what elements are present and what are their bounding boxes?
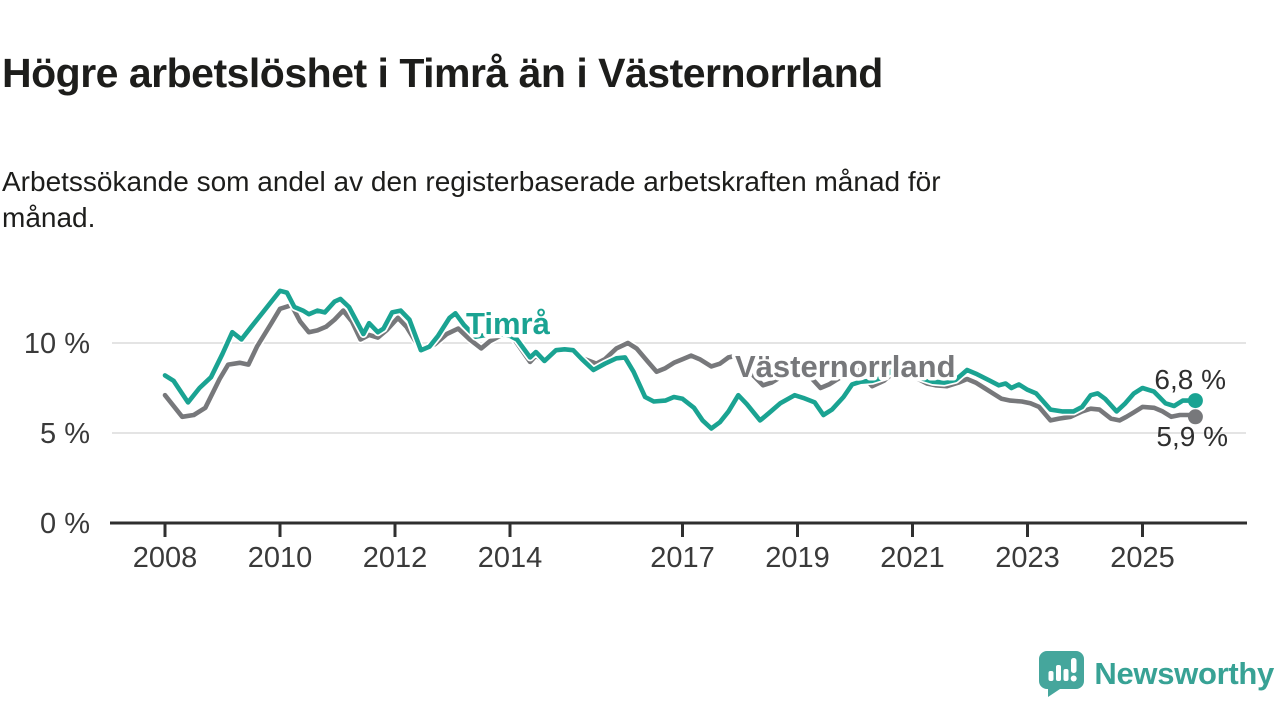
x-tick-label: 2017 [650, 542, 715, 574]
subtitle-line-2: månad. [2, 202, 96, 233]
end-dot-timrå [1187, 393, 1203, 409]
y-tick-label: 10 % [24, 328, 90, 360]
x-tick-label: 2023 [995, 542, 1060, 574]
newsworthy-logo: Newsworthy [1038, 650, 1274, 698]
y-tick-label: 0 % [40, 508, 90, 540]
end-points: 5,9 % 6,8 % [1154, 364, 1228, 452]
series-label-timrå: Timrå [466, 306, 551, 341]
x-axis: 2008 2010 2012 2014 2017 2019 2021 2023 2025 [110, 521, 1247, 574]
x-tick-label: 2014 [478, 542, 543, 574]
newsworthy-wordmark: Newsworthy [1094, 656, 1274, 691]
y-axis-labels: 0 % 5 % 10 % [24, 328, 90, 540]
gridlines [112, 342, 1246, 434]
series-line-västernorrland [162, 302, 1198, 423]
x-tick-label: 2021 [880, 542, 945, 574]
series-line-timrå [162, 288, 1198, 431]
x-tick-label: 2010 [248, 542, 313, 574]
x-tick-label: 2008 [133, 542, 198, 574]
end-dot-västernorrland [1187, 409, 1203, 425]
series-lines [161, 286, 1200, 433]
y-tick-label: 5 % [40, 418, 90, 450]
series-labels: Västernorrland Timrå [463, 303, 960, 388]
series-label-västernorrland: Västernorrland [735, 349, 956, 384]
x-tick-label: 2012 [363, 542, 428, 574]
end-value-label: 6,8 % [1154, 364, 1226, 395]
x-tick-label: 2025 [1110, 542, 1175, 574]
page-title: Högre arbetslöshet i Timrå än i Västerno… [2, 50, 883, 97]
x-tick-label: 2019 [765, 542, 830, 574]
chart-subtitle: Arbetssökande som andel av den registerb… [2, 164, 1202, 236]
newsworthy-bubble-icon [1039, 651, 1085, 697]
end-value-label: 5,9 % [1156, 421, 1228, 452]
subtitle-line-1: Arbetssökande som andel av den registerb… [2, 166, 941, 197]
